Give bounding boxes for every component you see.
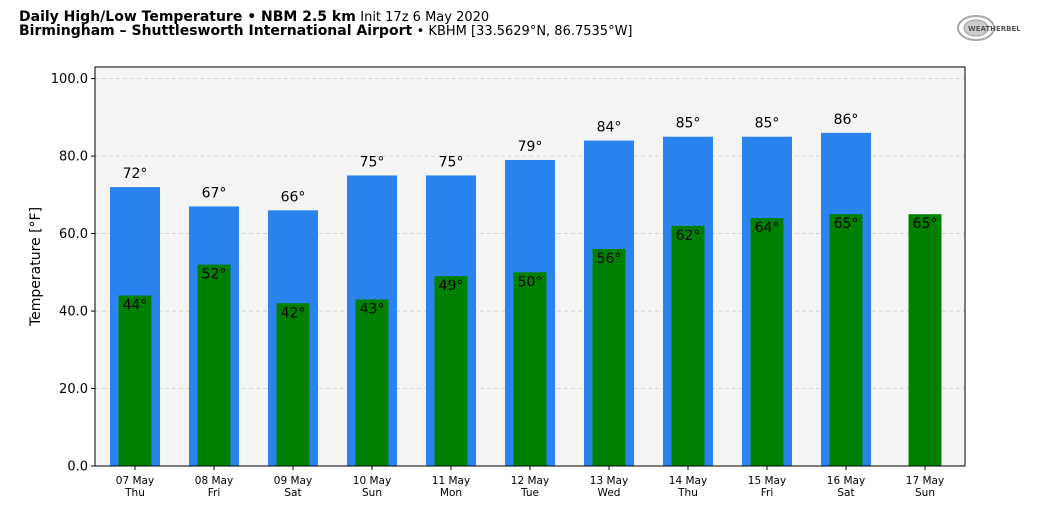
low-bar: [671, 225, 705, 466]
high-label: 84°: [597, 120, 622, 136]
station-name: Birmingham – Shuttlesworth International…: [19, 23, 413, 39]
title-bold: Daily High/Low Temperature • NBM 2.5 km: [19, 9, 356, 25]
y-tick-label: 20.0: [59, 382, 88, 397]
x-tick-label-day: Fri: [761, 487, 774, 499]
low-bar: [118, 295, 152, 466]
low-label: 56°: [597, 251, 622, 267]
low-label: 44°: [123, 298, 148, 314]
svg-text:WEATHERBELL: WEATHERBELL: [968, 25, 1020, 33]
high-label: 79°: [518, 139, 543, 155]
x-tick-label-date: 15 May: [748, 475, 786, 487]
x-tick-label-day: Sun: [362, 487, 382, 499]
low-label: 65°: [834, 216, 859, 232]
low-label: 65°: [913, 216, 938, 232]
y-tick-label: 0.0: [67, 460, 88, 475]
low-bar: [750, 218, 784, 466]
station-coords: • KBHM [33.5629°N, 86.7535°W]: [416, 24, 633, 39]
x-tick-label-day: Sat: [284, 487, 301, 499]
low-label: 42°: [281, 305, 306, 321]
x-tick-label-day: Thu: [124, 487, 145, 499]
low-label: 52°: [202, 267, 227, 283]
x-tick-label-date: 07 May: [116, 475, 154, 487]
low-label: 49°: [439, 278, 464, 294]
low-bar: [197, 264, 231, 466]
low-bar: [908, 214, 942, 466]
low-label: 62°: [676, 228, 701, 244]
x-tick-label-date: 09 May: [274, 475, 312, 487]
high-label: 85°: [676, 116, 701, 132]
x-tick-label-date: 08 May: [195, 475, 233, 487]
x-tick-label-day: Tue: [520, 487, 539, 499]
y-tick-label: 40.0: [59, 305, 88, 320]
x-tick-label-date: 12 May: [511, 475, 549, 487]
y-axis-label: Temperature [°F]: [28, 207, 44, 327]
high-label: 86°: [834, 112, 859, 128]
high-label: 67°: [202, 185, 227, 201]
x-tick-label-day: Wed: [598, 487, 621, 499]
init-time: Init 17z 6 May 2020: [360, 10, 490, 25]
x-tick-label-date: 16 May: [827, 475, 865, 487]
y-tick-label: 80.0: [59, 150, 88, 165]
low-bar: [355, 299, 389, 466]
x-tick-label-day: Thu: [677, 487, 698, 499]
y-tick-label: 60.0: [59, 227, 88, 242]
x-tick-label-date: 13 May: [590, 475, 628, 487]
low-label: 64°: [755, 220, 780, 236]
chart-title-line1: Daily High/Low Temperature • NBM 2.5 km …: [19, 9, 489, 25]
high-label: 75°: [439, 154, 464, 170]
low-bar: [434, 276, 468, 466]
high-label: 72°: [123, 166, 148, 182]
high-label: 85°: [755, 116, 780, 132]
weatherbell-logo: WEATHERBELL: [957, 15, 1020, 41]
x-tick-label-day: Fri: [208, 487, 221, 499]
x-tick-label-date: 17 May: [906, 475, 944, 487]
low-label: 43°: [360, 301, 385, 317]
x-tick-label-day: Sat: [837, 487, 854, 499]
chart-title-line2: Birmingham – Shuttlesworth International…: [19, 23, 633, 39]
low-bar: [829, 214, 863, 466]
y-tick-label: 100.0: [51, 72, 88, 87]
high-label: 75°: [360, 154, 385, 170]
low-bar: [513, 272, 547, 466]
low-label: 50°: [518, 274, 543, 290]
low-bar: [276, 303, 310, 466]
x-tick-label-day: Sun: [915, 487, 935, 499]
x-tick-label-date: 11 May: [432, 475, 470, 487]
low-bar: [592, 249, 626, 466]
plot-frame: [94, 66, 966, 467]
x-tick-label-date: 10 May: [353, 475, 391, 487]
x-tick-label-day: Mon: [440, 487, 462, 499]
x-tick-label-date: 14 May: [669, 475, 707, 487]
high-label: 66°: [281, 189, 306, 205]
